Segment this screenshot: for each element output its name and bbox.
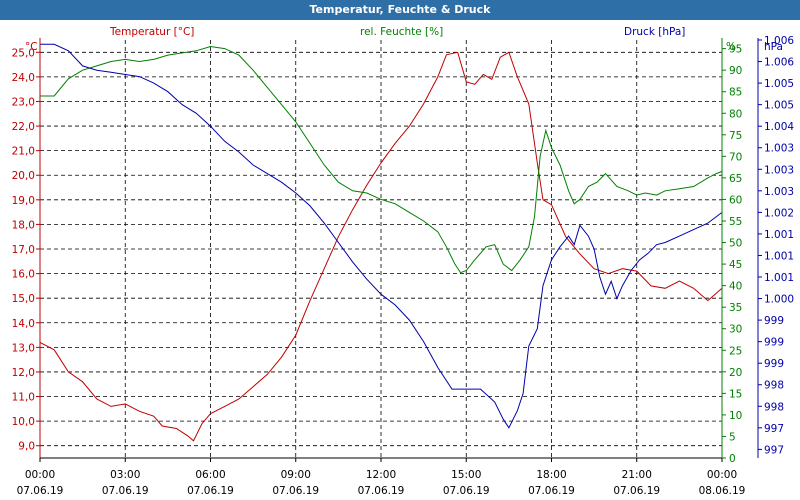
humidity-tick-label: 20 <box>729 367 742 379</box>
humidity-tick-label: 90 <box>729 65 742 77</box>
pressure-tick-label: 1.003 <box>764 164 794 176</box>
temperature-tick-label: 20,0 <box>12 170 35 182</box>
x-tick-date: 07.06.19 <box>102 485 149 497</box>
temperature-tick-label: 12,0 <box>12 367 35 379</box>
humidity-tick-label: 60 <box>729 194 742 206</box>
axes-layer <box>36 38 762 462</box>
temperature-tick-label: 13,0 <box>12 342 35 354</box>
humidity-axis-label: rel. Feuchte [%] <box>360 26 443 38</box>
pressure-axis-label: Druck [hPa] <box>624 26 685 38</box>
series-layer <box>39 43 723 442</box>
x-tick-time: 00:00 <box>707 469 737 481</box>
temperature-tick-label: 10,0 <box>12 416 35 428</box>
pressure-tick-label: 1.003 <box>764 143 794 155</box>
temperature-unit-label: °C <box>25 41 38 53</box>
temperature-tick-label: 24,0 <box>12 72 35 84</box>
x-tick-time: 03:00 <box>110 469 140 481</box>
labels-layer: 00:00 07.06.19 03:00 07.06.19 06:00 07.06.19 0… <box>12 26 795 497</box>
x-tick-date: 07.06.19 <box>528 485 575 497</box>
humidity-tick-label: 50 <box>729 238 742 250</box>
pressure-tick-label: 1.004 <box>764 121 794 133</box>
grid-layer <box>40 40 722 458</box>
temperature-axis-label: Temperatur [°C] <box>109 26 194 38</box>
x-tick-date: 07.06.19 <box>17 485 64 497</box>
humidity-tick-label: 40 <box>729 281 742 293</box>
humidity-tick-label: 75 <box>729 130 742 142</box>
temperature-tick-label: 18,0 <box>12 219 35 231</box>
temperature-tick-label: 22,0 <box>12 121 35 133</box>
x-tick-time: 09:00 <box>281 469 311 481</box>
humidity-unit-label: % <box>726 41 736 53</box>
pressure-tick-label: 1.006 <box>764 57 794 69</box>
pressure-tick-label: 999 <box>764 337 784 349</box>
pressure-tick-label: 999 <box>764 315 784 327</box>
humidity-tick-label: 15 <box>729 388 742 400</box>
humidity-tick-label: 70 <box>729 151 742 163</box>
humidity-tick-label: 45 <box>729 259 742 271</box>
x-tick-date: 07.06.19 <box>443 485 490 497</box>
humidity-tick-label: 10 <box>729 410 742 422</box>
pressure-tick-label: 1.001 <box>764 229 794 241</box>
window-title: Temperatur, Feuchte & Druck <box>0 0 800 20</box>
humidity-tick-label: 25 <box>729 345 742 357</box>
temperature-tick-label: 21,0 <box>12 146 35 158</box>
pressure-tick-label: 999 <box>764 358 784 370</box>
pressure-tick-label: 998 <box>764 380 784 392</box>
temperature-tick-label: 9,0 <box>18 441 35 453</box>
humidity-tick-label: 5 <box>729 431 736 443</box>
pressure-tick-label: 1.000 <box>764 294 794 306</box>
humidity-tick-label: 0 <box>729 453 736 465</box>
temperature-tick-label: 16,0 <box>12 269 35 281</box>
humidity-tick-label: 85 <box>729 87 742 99</box>
humidity-tick-label: 95 <box>729 44 742 56</box>
humidity-tick-label: 55 <box>729 216 742 228</box>
temperature-tick-label: 11,0 <box>12 392 35 404</box>
x-tick-time: 15:00 <box>451 469 481 481</box>
x-tick-date: 07.06.19 <box>272 485 319 497</box>
pressure-tick-label: 1.001 <box>764 250 794 262</box>
x-tick-time: 12:00 <box>366 469 396 481</box>
pressure-tick-label: 998 <box>764 401 784 413</box>
x-tick-date: 07.06.19 <box>358 485 405 497</box>
humidity-tick-label: 35 <box>729 302 742 314</box>
temperature-tick-label: 17,0 <box>12 244 35 256</box>
pressure-tick-label: 1.002 <box>764 207 794 219</box>
x-tick-date: 07.06.19 <box>613 485 660 497</box>
x-tick-time: 06:00 <box>195 469 225 481</box>
x-tick-date: 07.06.19 <box>187 485 234 497</box>
temperature-tick-label: 25,0 <box>12 47 35 59</box>
pressure-tick-label: 1.001 <box>764 272 794 284</box>
temperature-tick-label: 19,0 <box>12 195 35 207</box>
x-tick-time: 00:00 <box>25 469 55 481</box>
pressure-tick-label: 1.005 <box>764 100 794 112</box>
pressure-tick-label: 1.006 <box>764 35 794 47</box>
pressure-tick-label: 1.003 <box>764 186 794 198</box>
temperature-tick-label: 14,0 <box>12 318 35 330</box>
pressure-unit-label: hPa <box>764 41 783 53</box>
pressure-tick-label: 997 <box>764 444 784 456</box>
humidity-series-line <box>40 45 723 274</box>
humidity-tick-label: 65 <box>729 173 742 185</box>
humidity-tick-label: 80 <box>729 108 742 120</box>
pressure-tick-label: 1.005 <box>764 78 794 90</box>
pressure-series-line <box>40 43 723 429</box>
temperature-tick-label: 23,0 <box>12 96 35 108</box>
x-tick-time: 21:00 <box>622 469 652 481</box>
pressure-tick-label: 997 <box>764 423 784 435</box>
temperature-tick-label: 15,0 <box>12 293 35 305</box>
x-tick-time: 18:00 <box>536 469 566 481</box>
temperature-series-line <box>39 51 723 442</box>
x-tick-date: 08.06.19 <box>699 485 746 497</box>
humidity-tick-label: 30 <box>729 324 742 336</box>
